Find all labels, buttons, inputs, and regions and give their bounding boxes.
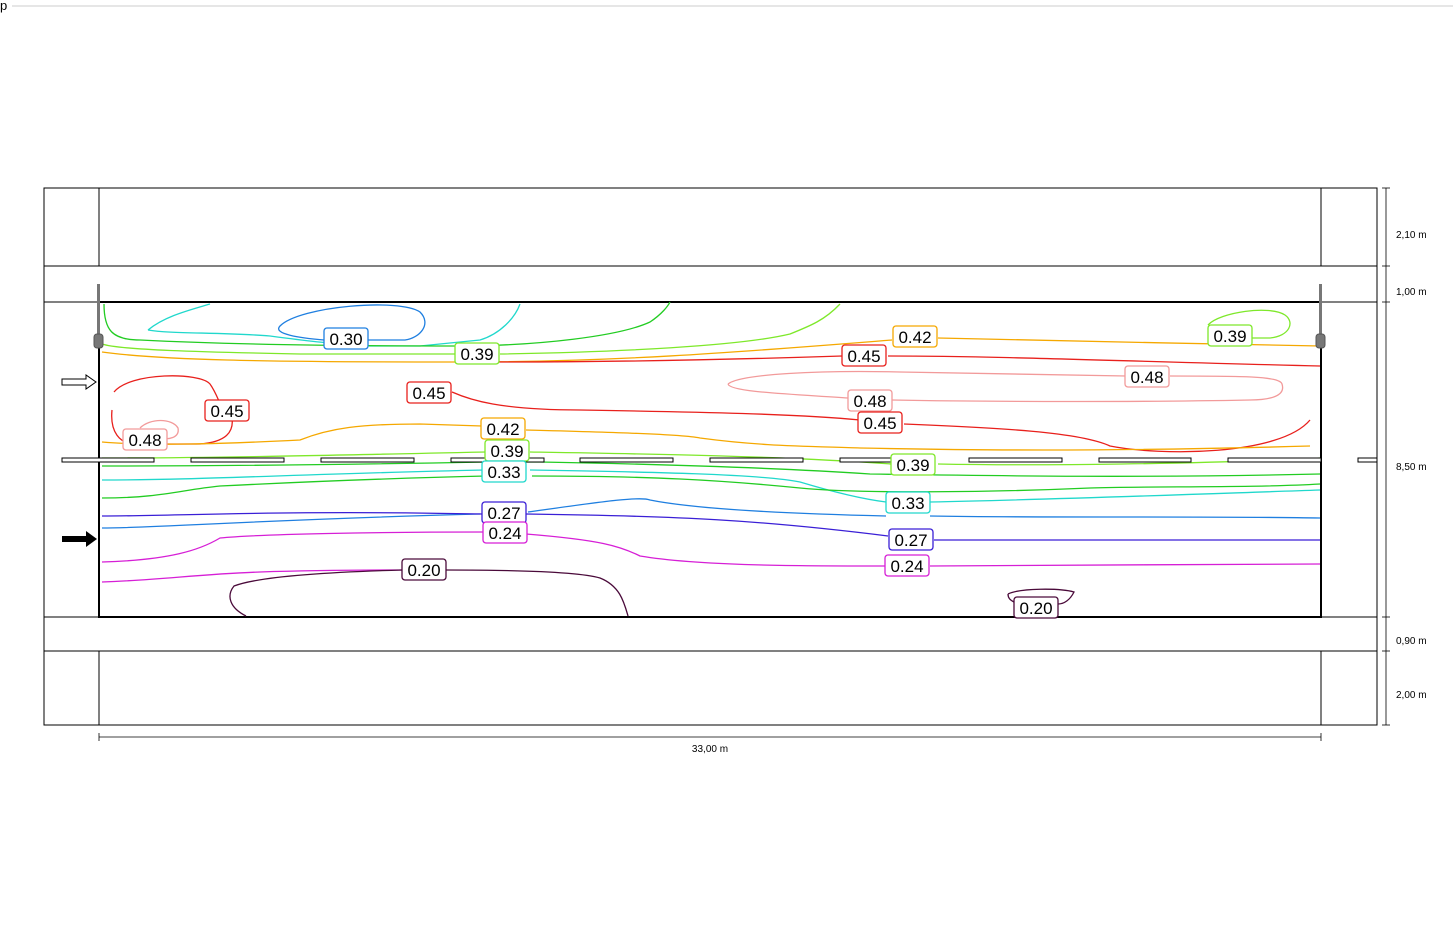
contour-label: 0.42 — [480, 417, 526, 440]
contour-label: 0.45 — [857, 411, 903, 434]
light-poles — [93, 284, 1326, 349]
contour-label-text: 0.27 — [487, 504, 520, 523]
contour-label: 0.27 — [888, 528, 934, 551]
isoline-045-mid — [451, 391, 1311, 453]
isoline-030-low — [101, 498, 1321, 529]
contour-label-text: 0.48 — [1130, 368, 1163, 387]
arrow-solid-icon — [62, 531, 97, 547]
contour-label: 0.24 — [884, 554, 930, 577]
contour-label: 0.39 — [890, 453, 936, 476]
contour-label-text: 0.39 — [896, 456, 929, 475]
isoline-033-low — [101, 469, 1321, 503]
contour-label-text: 0.45 — [847, 347, 880, 366]
isoline-042-low — [101, 423, 1311, 451]
isoline-020-small — [1007, 588, 1075, 605]
dimension-row-2: 1,00 m — [1396, 287, 1427, 298]
contour-label-text: 0.20 — [1019, 599, 1052, 618]
contour-label: 0.39 — [454, 342, 500, 365]
contour-label: 0.42 — [892, 325, 938, 348]
contour-label: 0.48 — [122, 428, 168, 451]
isoline-020 — [229, 569, 629, 617]
contour-label-text: 0.30 — [329, 330, 362, 349]
isoline-036-top — [103, 301, 671, 347]
contour-label-text: 0.42 — [486, 420, 519, 439]
contour-label: 0.39 — [484, 439, 530, 462]
contour-label-text: 0.24 — [488, 524, 521, 543]
pole-right — [1315, 284, 1326, 349]
isoline-042-top — [101, 337, 1321, 363]
contour-label: 0.24 — [482, 521, 528, 544]
contour-label-text: 0.42 — [898, 328, 931, 347]
contour-label: 0.27 — [481, 501, 527, 524]
contour-label-text: 0.24 — [890, 557, 923, 576]
isoline-036-second — [101, 475, 1321, 499]
contour-label-text: 0.45 — [863, 414, 896, 433]
contour-label: 0.45 — [841, 344, 887, 367]
dimension-row-5: 2,00 m — [1396, 690, 1427, 701]
contour-label-text: 0.45 — [210, 402, 243, 421]
contour-label: 0.48 — [847, 389, 893, 412]
dimension-row-4: 0,90 m — [1396, 636, 1427, 647]
contour-label-text: 0.45 — [412, 384, 445, 403]
isolines — [101, 301, 1321, 617]
dimension-row-1: 2,10 m — [1396, 230, 1427, 241]
isoline-039-loop — [1207, 309, 1291, 339]
isoline-048-right — [727, 370, 1284, 403]
direction-arrows — [61, 374, 97, 547]
contour-label-text: 0.20 — [407, 561, 440, 580]
contour-label: 0.30 — [323, 327, 369, 350]
contour-label-text: 0.48 — [853, 392, 886, 411]
contour-label-text: 0.39 — [1213, 327, 1246, 346]
isoline-045-top — [497, 355, 1321, 367]
header-fragment: p — [0, 0, 7, 13]
contour-label-text: 0.39 — [490, 442, 523, 461]
dimension-width: 33,00 m — [692, 744, 728, 755]
dimensions — [98, 187, 1390, 741]
contour-label: 0.33 — [481, 460, 527, 483]
contour-label: 0.33 — [885, 491, 931, 514]
contour-label-text: 0.39 — [460, 345, 493, 364]
isoline-030 — [277, 304, 426, 341]
isoline-039-top — [101, 303, 841, 355]
luminaire-row — [61, 457, 1378, 463]
contour-label-text: 0.48 — [128, 431, 161, 450]
contour-label-text: 0.33 — [487, 463, 520, 482]
isoline-024 — [101, 531, 1321, 567]
contour-label: 0.20 — [401, 558, 447, 581]
contour-label: 0.20 — [1013, 596, 1059, 619]
isoline-024-b — [101, 569, 403, 583]
contour-label: 0.45 — [204, 399, 250, 422]
isoline-027 — [101, 511, 1320, 541]
isoline-036-low — [101, 461, 1321, 477]
arrow-outline-icon — [61, 374, 97, 390]
contour-label: 0.45 — [406, 381, 452, 404]
contour-label: 0.39 — [1207, 324, 1253, 347]
isoline-033-top — [147, 303, 521, 347]
pole-left — [93, 284, 104, 349]
contour-label: 0.48 — [1124, 365, 1170, 388]
contour-label-text: 0.33 — [891, 494, 924, 513]
contour-label-text: 0.27 — [894, 531, 927, 550]
dimension-row-3: 8,50 m — [1396, 462, 1427, 473]
contour-labels: 0.30 0.39 0.42 0.39 0.45 0.48 0.45 0.48 0.45 0.45… — [122, 324, 1253, 619]
